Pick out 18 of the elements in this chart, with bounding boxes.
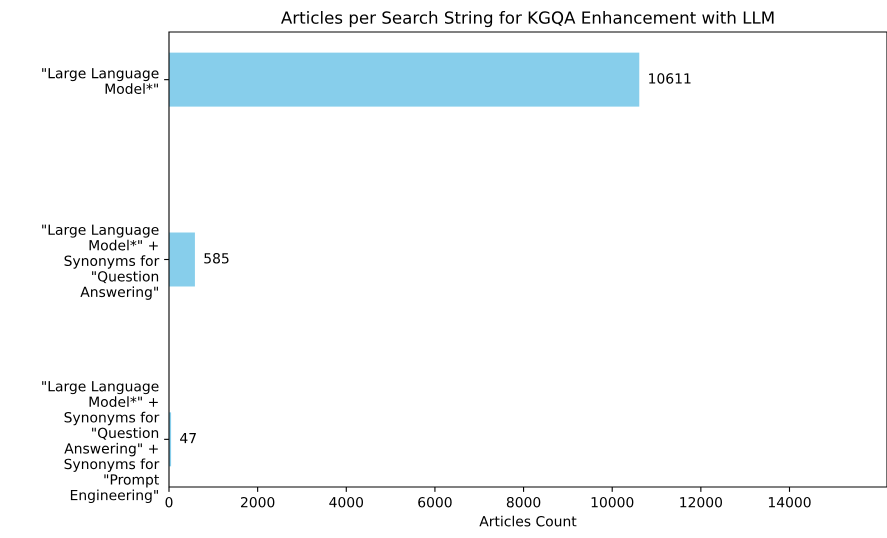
bar: [169, 232, 195, 286]
x-tick-label: 6000: [418, 496, 452, 508]
x-tick-label: 2000: [240, 496, 274, 508]
x-tick-label: 14000: [768, 496, 811, 508]
x-tick-label: 10000: [592, 496, 634, 508]
data-label: 10611: [649, 73, 691, 84]
x-tick-label: 8000: [506, 496, 540, 508]
chart-title: Articles per Search String for KGQA Enhancement with LLM: [281, 11, 774, 28]
x-tick-label: 12000: [680, 496, 722, 508]
x-axis-title: Articles Count: [479, 516, 576, 526]
data-label: 585: [204, 253, 229, 264]
x-tick-label: 0: [165, 496, 172, 508]
data-label: 47: [180, 433, 196, 444]
y-tick-label: "Large Language Model*" + Synonyms for "Question Answering" + Synonyms for "Prompt Engineering": [42, 381, 160, 503]
bar: [169, 52, 640, 107]
y-tick-label: "Large Language Model*": [42, 68, 159, 94]
y-tick-label: "Large Language Model*" + Synonyms for "Question Answering": [42, 224, 160, 300]
x-tick-label: 4000: [329, 496, 364, 508]
